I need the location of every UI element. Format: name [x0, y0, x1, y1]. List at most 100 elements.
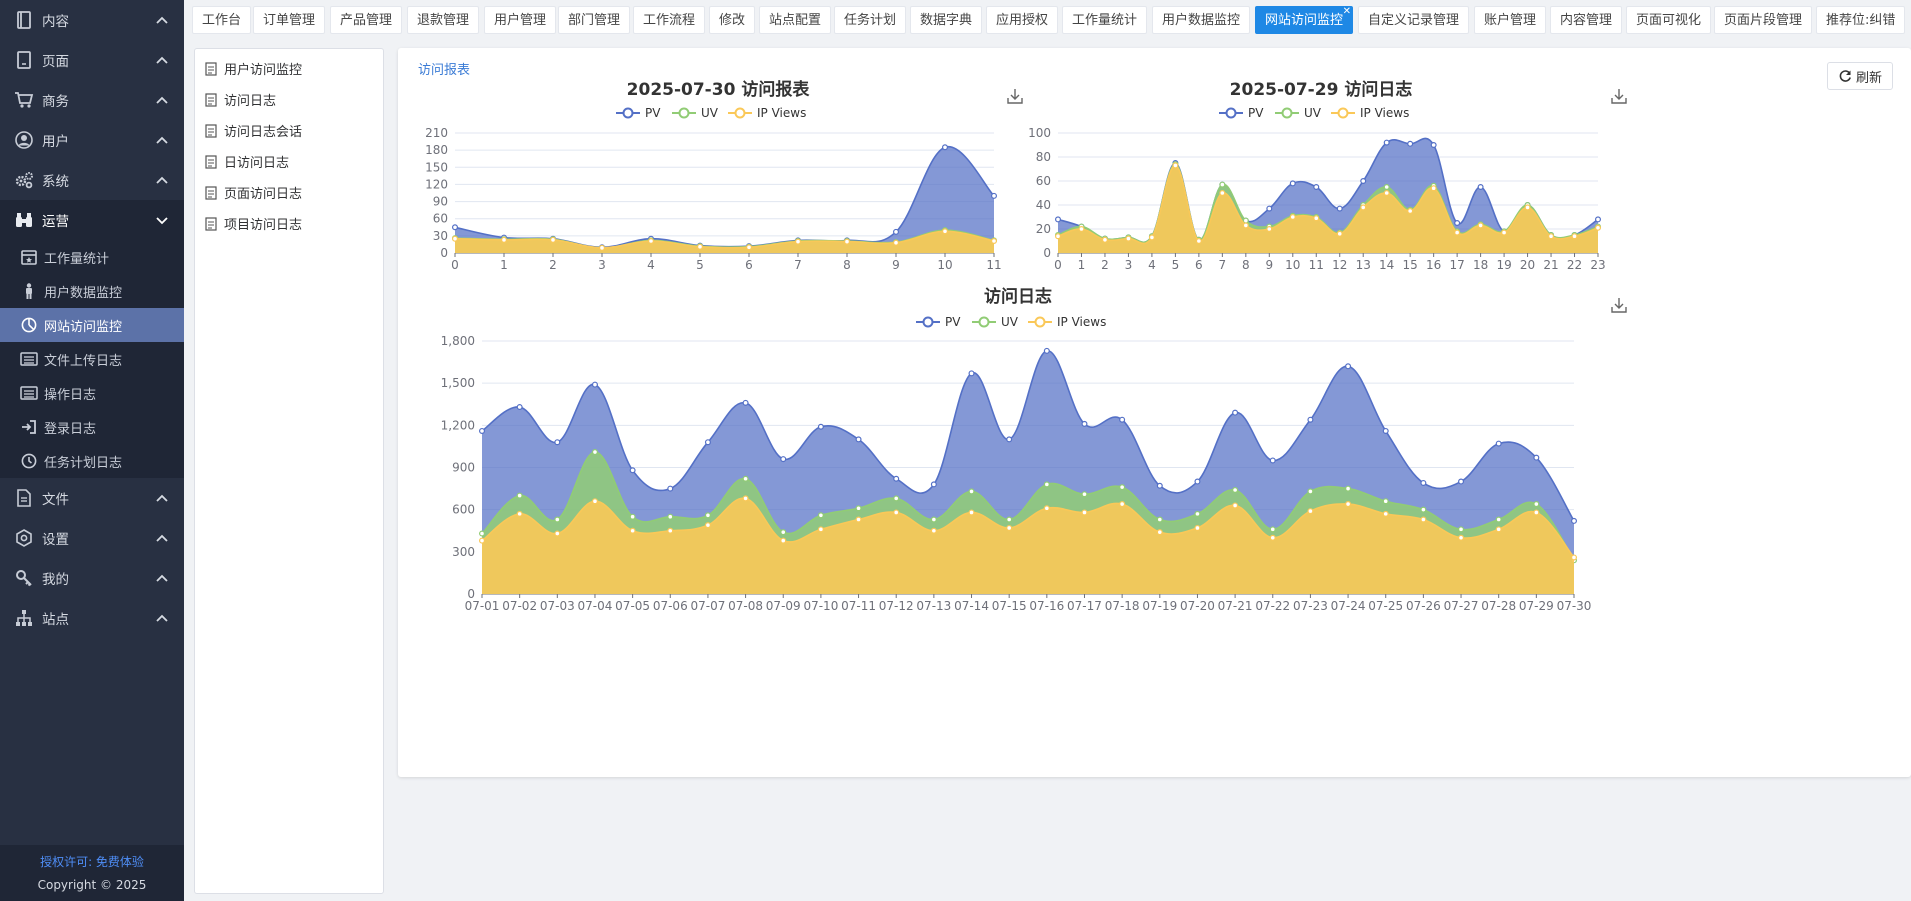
data-point[interactable]	[893, 495, 900, 502]
data-point[interactable]	[855, 516, 862, 523]
data-point[interactable]	[930, 516, 937, 523]
data-point[interactable]	[1242, 222, 1249, 229]
data-point[interactable]	[742, 475, 749, 482]
data-point[interactable]	[629, 467, 636, 474]
data-point[interactable]	[1360, 178, 1367, 185]
tab-app-authorization[interactable]: 应用授权	[986, 6, 1059, 34]
tree-item-user-visit-monitor[interactable]: 用户访问监控	[195, 53, 383, 84]
legend-item[interactable]: IP Views	[1331, 106, 1409, 120]
data-point[interactable]	[1594, 216, 1601, 223]
data-point[interactable]	[1407, 140, 1414, 147]
sidebar-subitem-operation-log[interactable]: 操作日志	[0, 376, 184, 410]
data-point[interactable]	[1194, 510, 1201, 517]
data-point[interactable]	[1345, 363, 1352, 370]
data-point[interactable]	[1336, 230, 1343, 237]
tab-workload-stats[interactable]: 工作量统计	[1062, 6, 1148, 34]
tab-workflow[interactable]: 工作流程	[633, 6, 706, 34]
data-point[interactable]	[1156, 529, 1163, 536]
data-point[interactable]	[1382, 427, 1389, 434]
sidebar-subitem-site-visit-monitor[interactable]: 网站访问监控	[0, 308, 184, 342]
data-point[interactable]	[742, 399, 749, 406]
data-point[interactable]	[817, 512, 824, 519]
data-point[interactable]	[704, 512, 711, 519]
data-point[interactable]	[516, 404, 523, 411]
data-point[interactable]	[1172, 162, 1179, 169]
data-point[interactable]	[1571, 233, 1578, 240]
sidebar-item-business[interactable]: 商务	[0, 80, 184, 120]
legend-item[interactable]: UV	[672, 106, 719, 120]
data-point[interactable]	[1345, 501, 1352, 508]
data-point[interactable]	[1194, 524, 1201, 531]
tab-recommend-slot[interactable]: 推荐位:纠错	[1816, 6, 1906, 34]
data-point[interactable]	[1219, 181, 1226, 188]
data-point[interactable]	[817, 526, 824, 533]
sidebar-item-operations[interactable]: 运营	[0, 200, 184, 240]
data-point[interactable]	[1594, 224, 1601, 231]
sidebar-subitem-task-log[interactable]: 任务计划日志	[0, 444, 184, 478]
data-point[interactable]	[1054, 233, 1061, 240]
tab-site-visit-monitor[interactable]: 网站访问监控 ✕	[1255, 6, 1354, 34]
legend-item[interactable]: PV	[916, 315, 961, 329]
sidebar-subitem-login-log[interactable]: 登录日志	[0, 410, 184, 444]
data-point[interactable]	[516, 510, 523, 517]
data-point[interactable]	[1307, 416, 1314, 423]
data-point[interactable]	[591, 449, 598, 456]
tab-user-management[interactable]: 用户管理	[484, 6, 557, 34]
data-point[interactable]	[1458, 534, 1465, 541]
data-point[interactable]	[1420, 516, 1427, 523]
data-point[interactable]	[780, 529, 787, 536]
data-point[interactable]	[451, 224, 458, 231]
data-point[interactable]	[1232, 486, 1239, 493]
data-point[interactable]	[1119, 484, 1126, 491]
data-point[interactable]	[844, 238, 851, 245]
tree-item-daily-visit-log[interactable]: 日访问日志	[195, 146, 383, 177]
data-point[interactable]	[1269, 457, 1276, 464]
data-point[interactable]	[1119, 416, 1126, 423]
data-point[interactable]	[968, 509, 975, 516]
data-point[interactable]	[1383, 184, 1390, 191]
data-point[interactable]	[893, 509, 900, 516]
tab-custom-record-management[interactable]: 自定义记录管理	[1358, 6, 1470, 34]
data-point[interactable]	[941, 228, 948, 235]
data-point[interactable]	[1420, 506, 1427, 513]
data-point[interactable]	[780, 456, 787, 463]
download-icon[interactable]	[1007, 89, 1023, 104]
data-point[interactable]	[1232, 409, 1239, 416]
tree-item-visit-session[interactable]: 访问日志会话	[195, 115, 383, 146]
data-point[interactable]	[478, 530, 485, 537]
data-point[interactable]	[1006, 516, 1013, 523]
data-point[interactable]	[1407, 208, 1414, 215]
data-point[interactable]	[990, 192, 997, 199]
tab-modify[interactable]: 修改	[709, 6, 756, 34]
data-point[interactable]	[629, 527, 636, 534]
sidebar-item-mine[interactable]: 我的	[0, 558, 184, 598]
data-point[interactable]	[1495, 516, 1502, 523]
sidebar-item-settings[interactable]: 设置	[0, 518, 184, 558]
legend-item[interactable]: UV	[1275, 106, 1322, 120]
data-point[interactable]	[1570, 517, 1577, 524]
data-point[interactable]	[1156, 516, 1163, 523]
data-point[interactable]	[1533, 509, 1540, 516]
data-point[interactable]	[1383, 190, 1390, 197]
tab-site-config[interactable]: 站点配置	[759, 6, 832, 34]
data-point[interactable]	[1078, 226, 1085, 233]
tab-workbench[interactable]: 工作台	[192, 6, 252, 34]
data-point[interactable]	[500, 236, 507, 243]
data-point[interactable]	[1360, 204, 1367, 211]
data-point[interactable]	[1495, 526, 1502, 533]
data-point[interactable]	[1043, 481, 1050, 488]
data-point[interactable]	[1125, 235, 1132, 242]
data-point[interactable]	[1006, 524, 1013, 531]
refresh-button[interactable]: 刷新	[1827, 62, 1893, 90]
data-point[interactable]	[968, 488, 975, 495]
data-point[interactable]	[795, 238, 802, 245]
tab-account-management[interactable]: 账户管理	[1474, 6, 1547, 34]
tab-order-management[interactable]: 订单管理	[253, 6, 326, 34]
data-point[interactable]	[1313, 215, 1320, 222]
data-point[interactable]	[1266, 205, 1273, 212]
tab-task-plan[interactable]: 任务计划	[834, 6, 907, 34]
data-point[interactable]	[1289, 180, 1296, 187]
download-icon[interactable]	[1611, 89, 1627, 104]
tree-item-page-visit-log[interactable]: 页面访问日志	[195, 177, 383, 208]
data-point[interactable]	[648, 238, 655, 245]
